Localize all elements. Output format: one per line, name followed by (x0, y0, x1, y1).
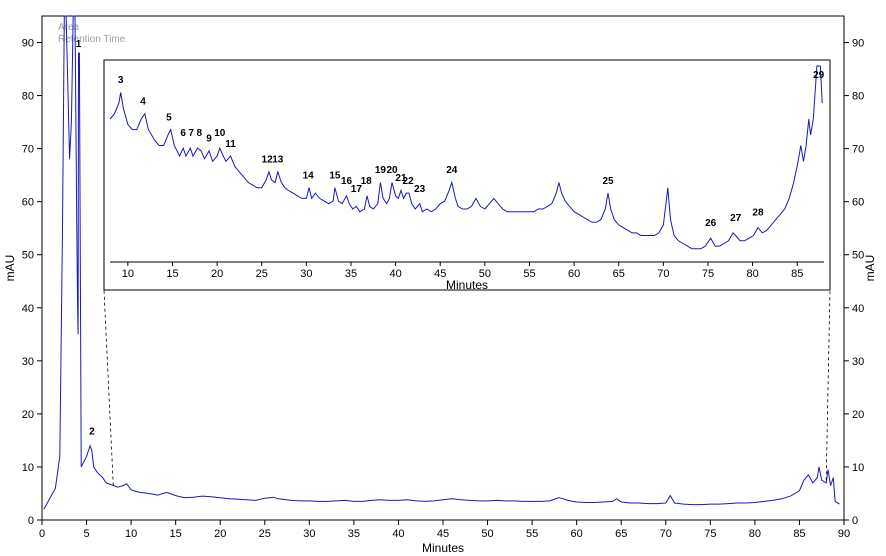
outer-xtick: 0 (39, 528, 45, 540)
inset-peak-label: 11 (225, 139, 236, 150)
outer-peak-label: 1 (76, 39, 82, 50)
inset-xtick: 55 (523, 268, 535, 280)
inset-peak-label: 7 (188, 128, 194, 139)
inset-xtick: 30 (300, 268, 312, 280)
inset-xtick: 65 (613, 268, 625, 280)
inset-peak-label: 25 (602, 176, 614, 187)
inset-xtick: 80 (746, 268, 758, 280)
outer-ytick-left: 90 (22, 38, 34, 50)
outer-ytick-right: 90 (852, 38, 864, 50)
inset-peak-label: 27 (730, 213, 742, 224)
outer-xtick: 80 (749, 528, 761, 540)
outer-xtick: 15 (170, 528, 182, 540)
outer-ytick-right: 30 (852, 356, 864, 368)
outer-ytick-right: 20 (852, 409, 864, 421)
outer-xtick: 40 (392, 528, 404, 540)
inset-peak-label: 9 (206, 133, 212, 144)
outer-ylabel-right: mAU (863, 255, 877, 282)
inset-xtick: 75 (702, 268, 714, 280)
outer-xtick: 10 (125, 528, 137, 540)
inset-xtick: 35 (345, 268, 357, 280)
outer-xtick: 25 (259, 528, 271, 540)
inset-peak-label: 14 (303, 171, 315, 182)
outer-xtick: 85 (793, 528, 805, 540)
chart-svg: 051015202530354045505560657075808590Minu… (0, 0, 886, 556)
outer-xtick: 75 (704, 528, 716, 540)
outer-xtick: 20 (214, 528, 226, 540)
inset-peak-label: 3 (118, 75, 124, 86)
inset-peak-label: 24 (446, 165, 458, 176)
outer-ytick-right: 0 (852, 515, 858, 527)
outer-ytick-left: 40 (22, 303, 34, 315)
inset-peak-label: 23 (414, 184, 426, 195)
inset-peak-label: 8 (196, 128, 202, 139)
outer-xtick: 30 (303, 528, 315, 540)
inset-xtick: 85 (791, 268, 803, 280)
inset-peak-label: 15 (329, 171, 341, 182)
inset-xtick: 60 (568, 268, 580, 280)
outer-ytick-left: 80 (22, 91, 34, 103)
inset-peak-label: 19 (375, 165, 387, 176)
inset-xtick: 40 (389, 268, 401, 280)
inset-xtick: 20 (211, 268, 223, 280)
outer-peak-label: 2 (89, 426, 95, 437)
legend-item: Retention Time (58, 34, 126, 45)
inset-xtick: 25 (256, 268, 268, 280)
outer-xtick: 90 (838, 528, 850, 540)
outer-xtick: 5 (83, 528, 89, 540)
inset-peak-label: 5 (166, 112, 172, 123)
outer-ytick-left: 60 (22, 197, 34, 209)
outer-ytick-left: 70 (22, 144, 34, 156)
outer-ytick-right: 70 (852, 144, 864, 156)
outer-xtick: 70 (660, 528, 672, 540)
outer-ytick-right: 60 (852, 197, 864, 209)
inset-xtick: 45 (434, 268, 446, 280)
outer-ylabel-left: mAU (3, 255, 17, 282)
inset-peak-label: 26 (705, 218, 717, 229)
outer-ytick-right: 40 (852, 303, 864, 315)
inset-peak-label: 18 (361, 176, 373, 187)
outer-ytick-left: 20 (22, 409, 34, 421)
inset-xtick: 70 (657, 268, 669, 280)
outer-ytick-left: 0 (28, 515, 34, 527)
outer-xtick: 55 (526, 528, 538, 540)
inset-peak-label: 28 (752, 208, 764, 219)
outer-ytick-left: 50 (22, 250, 34, 262)
outer-xtick: 60 (571, 528, 583, 540)
legend-item: Area (58, 22, 80, 33)
outer-xtick: 35 (348, 528, 360, 540)
outer-xlabel: Minutes (422, 541, 464, 555)
inset-peak-label: 10 (214, 128, 226, 139)
inset-peak-label: 22 (403, 176, 415, 187)
outer-ytick-left: 30 (22, 356, 34, 368)
outer-ytick-right: 10 (852, 462, 864, 474)
inset-xtick: 10 (122, 268, 134, 280)
outer-ytick-right: 80 (852, 91, 864, 103)
inset-border (104, 60, 830, 290)
inset-peak-label: 4 (140, 96, 146, 107)
inset-peak-label: 6 (180, 128, 186, 139)
outer-xtick: 65 (615, 528, 627, 540)
chromatogram-container: 051015202530354045505560657075808590Minu… (0, 0, 886, 556)
inset-xtick: 15 (166, 268, 178, 280)
outer-xtick: 45 (437, 528, 449, 540)
outer-ytick-left: 10 (22, 462, 34, 474)
inset-xlabel: Minutes (446, 278, 488, 292)
outer-xtick: 50 (481, 528, 493, 540)
inset-peak-label: 13 (272, 155, 284, 166)
inset-peak-label: 29 (813, 70, 825, 81)
